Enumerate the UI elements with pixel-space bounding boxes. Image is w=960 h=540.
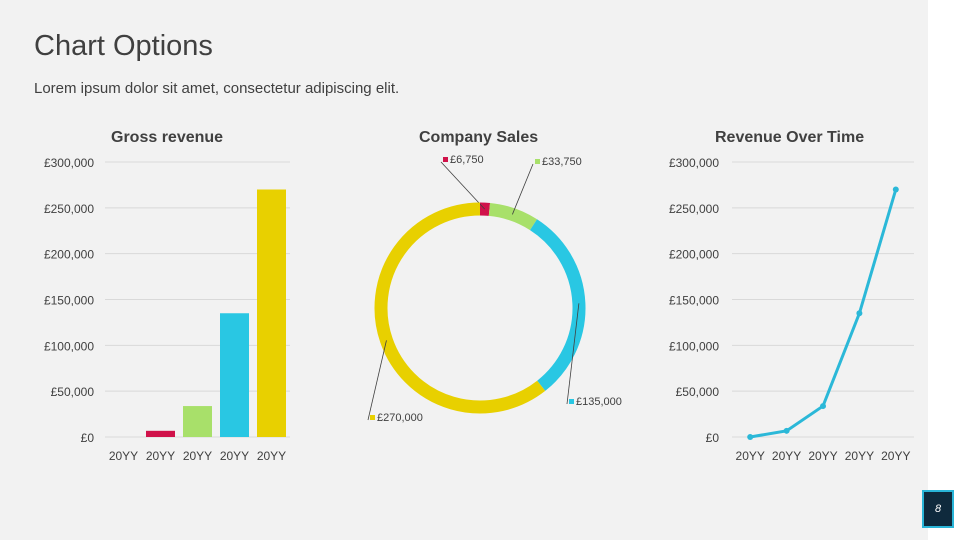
- bar-chart: £300,000 £250,000 £200,000 £150,000 £100,000…: [44, 156, 290, 463]
- data-label: £33,750: [542, 156, 582, 168]
- page-title: Chart Options: [34, 30, 213, 62]
- leader-line: [367, 340, 387, 421]
- x-tick-label: 20YY: [881, 449, 910, 463]
- series-line: [749, 189, 898, 439]
- y-tick-label: £150,000: [44, 294, 94, 308]
- y-tick-label: £150,000: [669, 294, 719, 308]
- donut-chart: £6,750 £33,750 £135,000 £270,000: [367, 154, 622, 424]
- y-tick-label: £300,000: [669, 156, 719, 170]
- x-tick-label: 20YY: [220, 449, 249, 463]
- legend-swatch: [443, 157, 448, 162]
- x-tick-label: 20YY: [257, 449, 286, 463]
- right-edge-strip: [928, 0, 960, 540]
- bar: [220, 313, 249, 437]
- x-tick-label: 20YY: [109, 449, 138, 463]
- y-tick-label: £300,000: [44, 156, 94, 170]
- leader-line: [512, 163, 534, 215]
- data-point: [856, 310, 863, 317]
- y-tick-label: £50,000: [51, 385, 95, 399]
- y-tick-label: £0: [81, 431, 95, 445]
- data-point: [892, 186, 899, 193]
- donut-slice: [488, 202, 538, 231]
- y-tick-label: £200,000: [669, 248, 719, 262]
- bar: [146, 430, 175, 437]
- y-tick-label: £0: [706, 431, 720, 445]
- x-tick-label: 20YY: [183, 449, 212, 463]
- bar-chart-title: Gross revenue: [111, 129, 224, 146]
- data-label: £135,000: [576, 396, 622, 408]
- x-tick-label: 20YY: [736, 449, 765, 463]
- data-point: [747, 434, 754, 440]
- page-subtitle: Lorem ipsum dolor sit amet, consectetur …: [34, 80, 400, 97]
- legend-swatch: [535, 159, 540, 164]
- data-point: [820, 403, 826, 410]
- data-label: £270,000: [377, 412, 423, 424]
- x-tick-label: 20YY: [146, 449, 175, 463]
- bar: [257, 189, 286, 437]
- x-tick-label: 20YY: [845, 449, 874, 463]
- y-tick-label: £250,000: [44, 202, 94, 216]
- y-tick-label: £200,000: [44, 248, 94, 262]
- donut-slice: [374, 202, 546, 414]
- slide-number: 8: [922, 490, 954, 528]
- line-chart-title: Revenue Over Time: [715, 129, 865, 146]
- leader-line: [440, 161, 486, 210]
- legend-swatch: [569, 399, 574, 404]
- y-tick-label: £100,000: [669, 339, 719, 353]
- leader-line: [566, 303, 580, 405]
- donut-chart-title: Company Sales: [419, 129, 539, 146]
- legend-swatch: [370, 415, 375, 420]
- x-tick-label: 20YY: [808, 449, 837, 463]
- line-chart: £300,000 £250,000 £200,000 £150,000 £100,000…: [669, 156, 914, 463]
- data-point: [783, 427, 790, 434]
- data-label: £6,750: [450, 154, 484, 166]
- y-tick-label: £250,000: [669, 202, 719, 216]
- bar: [183, 406, 212, 437]
- y-tick-label: £100,000: [44, 339, 94, 353]
- x-tick-label: 20YY: [772, 449, 801, 463]
- y-tick-label: £50,000: [676, 385, 720, 399]
